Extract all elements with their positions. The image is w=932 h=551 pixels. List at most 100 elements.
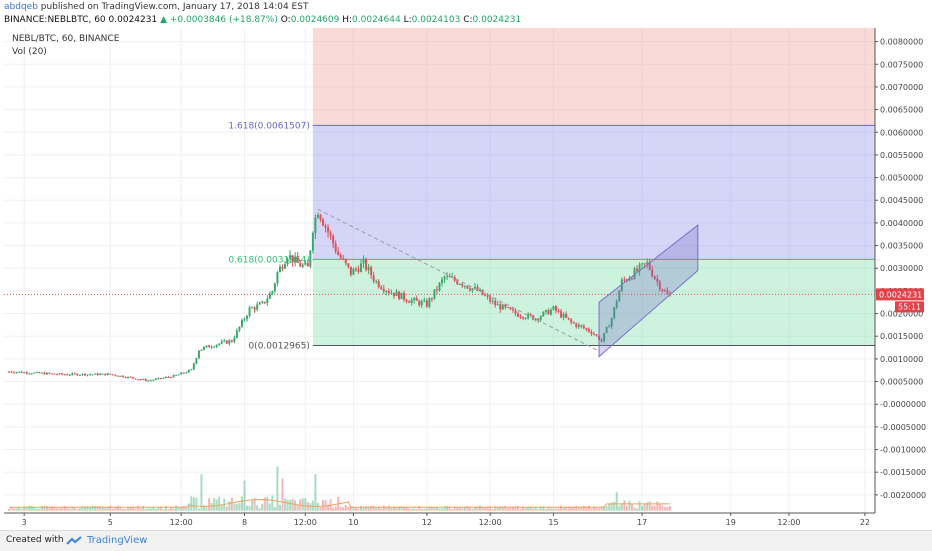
- candle-body: [230, 340, 233, 342]
- candle-body: [453, 277, 456, 281]
- brand-link[interactable]: TradingView: [87, 535, 148, 546]
- candle-body: [357, 269, 360, 272]
- volume-bar: [456, 507, 459, 511]
- volume-bar: [433, 507, 436, 511]
- trend-line[interactable]: [317, 208, 597, 351]
- low-label: L:: [403, 15, 412, 25]
- x-tick-label: 12: [422, 518, 432, 527]
- volume-bar: [53, 507, 56, 511]
- volume-bar: [344, 504, 347, 511]
- candle-body: [413, 298, 416, 301]
- volume-bar: [233, 503, 236, 511]
- created-with-text: Created with: [6, 535, 64, 545]
- volume-bar: [276, 466, 279, 511]
- volume-bar: [517, 505, 520, 511]
- candle-body: [552, 306, 555, 310]
- candle-body: [177, 374, 180, 376]
- candle-body: [15, 372, 18, 374]
- volume-bar: [413, 508, 416, 511]
- volume-bar: [362, 506, 365, 511]
- candle-body: [109, 373, 112, 375]
- candle-body: [466, 285, 469, 289]
- volume-bar: [405, 507, 408, 511]
- candle-body: [96, 373, 99, 376]
- candle-body: [630, 278, 633, 280]
- volume-bar: [408, 508, 411, 511]
- candle-body: [284, 264, 287, 269]
- volume-bar: [666, 506, 669, 511]
- candle-body: [362, 259, 365, 264]
- volume-bar: [278, 504, 281, 511]
- candle-body: [309, 250, 312, 267]
- price-channel[interactable]: [598, 224, 699, 358]
- candle-body: [615, 301, 618, 308]
- volume-bar: [367, 506, 370, 511]
- volume-bar: [451, 509, 454, 511]
- x-tick-label: 15: [548, 518, 558, 527]
- author-link[interactable]: abdqeb: [4, 2, 38, 12]
- volume-bar: [580, 507, 583, 511]
- candle-body: [271, 291, 274, 294]
- candle-body: [83, 373, 86, 376]
- countdown-label: 55:11: [898, 302, 921, 311]
- price-chart[interactable]: 1.618(0.0061507) 0.618(0.0031964) 0(0.0012…: [0, 28, 932, 533]
- candle-body: [127, 376, 130, 378]
- open-label: O:: [280, 15, 291, 25]
- candle-body: [420, 301, 423, 306]
- volume-bar: [585, 506, 588, 511]
- chart-area[interactable]: 1.618(0.0061507) 0.618(0.0031964) 0(0.0012…: [0, 28, 932, 533]
- volume-bar: [225, 506, 228, 511]
- candle-body: [489, 296, 492, 302]
- candle-body: [273, 283, 276, 292]
- volume-bar: [261, 503, 264, 511]
- candle-body: [18, 371, 21, 373]
- volume-bar: [154, 508, 157, 511]
- candle-body: [324, 225, 327, 228]
- y-tick-label: 0.0050000: [880, 174, 923, 183]
- volume-bar: [481, 506, 484, 511]
- candle-body: [524, 318, 527, 320]
- candle-body: [319, 214, 322, 220]
- candle-body: [529, 313, 532, 316]
- volume-bar: [58, 508, 61, 511]
- fib-zone: [312, 125, 876, 260]
- volume-bar: [390, 507, 393, 511]
- candle-body: [582, 326, 585, 329]
- candle-body: [410, 300, 413, 303]
- volume-bar: [114, 507, 117, 511]
- volume-bar: [134, 508, 137, 511]
- candle-body: [170, 377, 173, 379]
- volume-bar: [319, 507, 322, 511]
- volume-bar: [544, 508, 547, 511]
- candle-body: [661, 289, 664, 291]
- volume-bar: [443, 506, 446, 511]
- candle-body: [299, 263, 302, 267]
- volume-bar: [342, 507, 345, 511]
- x-tick-label: 22: [860, 518, 870, 527]
- volume-bar: [322, 499, 325, 511]
- candle-body: [238, 326, 241, 331]
- candle-body: [387, 291, 390, 293]
- volume-bar: [180, 506, 183, 511]
- candle-body: [28, 373, 31, 375]
- drawings[interactable]: [4, 208, 875, 358]
- volume-bar: [96, 505, 99, 511]
- candle-body: [365, 259, 368, 270]
- volume-bar: [15, 508, 18, 511]
- volume-bar: [438, 508, 441, 511]
- volume-bar: [291, 498, 294, 511]
- volume-bar: [615, 492, 618, 511]
- candle-body: [653, 276, 656, 279]
- volume-bar: [354, 507, 357, 511]
- candle-body: [8, 371, 10, 373]
- candle-body: [329, 232, 332, 236]
- candle-body: [484, 294, 487, 296]
- candle-body: [94, 373, 97, 375]
- y-tick-label: 0.0065000: [880, 106, 923, 115]
- candle-body: [81, 373, 84, 375]
- candle-body: [86, 374, 89, 376]
- candle-body: [157, 377, 160, 379]
- candle-body: [562, 314, 565, 318]
- open-value: 0.0024609: [290, 15, 340, 25]
- y-tick-label: 0.0005000: [880, 378, 923, 387]
